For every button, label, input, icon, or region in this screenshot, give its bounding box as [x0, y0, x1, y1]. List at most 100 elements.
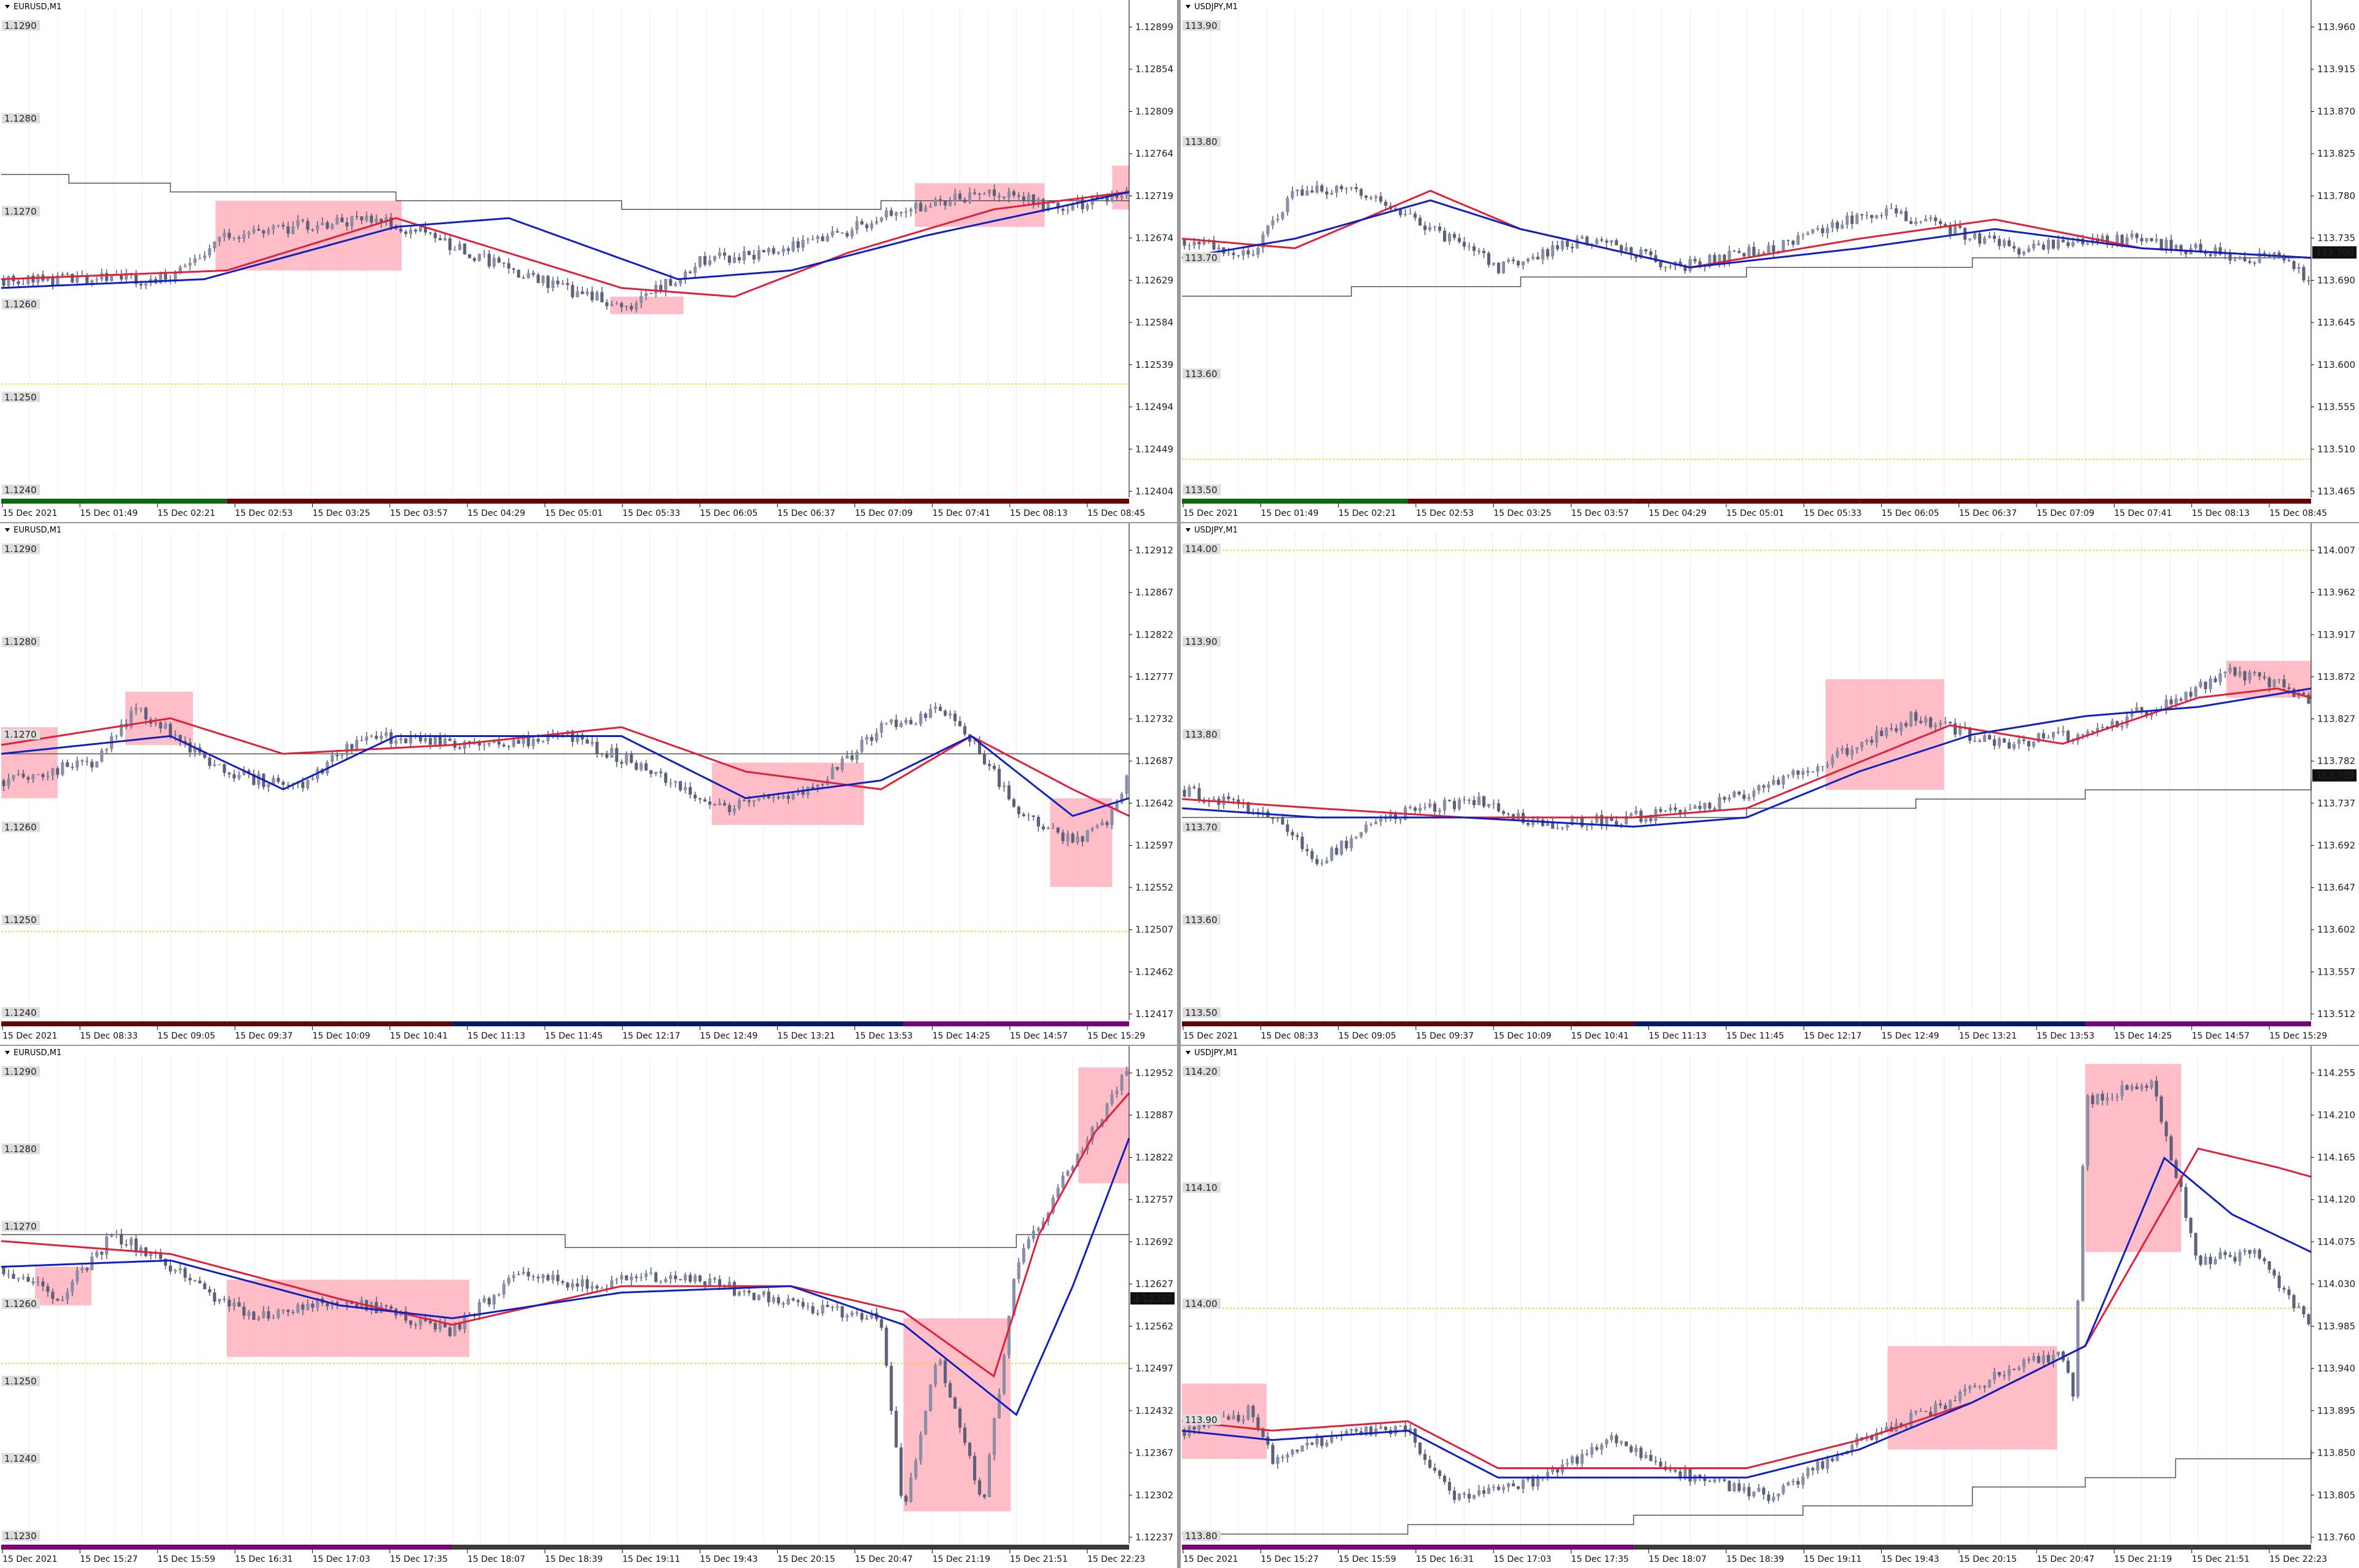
candle-body [679, 1279, 683, 1281]
right-tick-label: 113.735 [2317, 233, 2355, 244]
chart-panel-eurusd-1[interactable]: 1.12899 1.12854 1.12809 1.12764 1.12719 1.126… [0, 0, 1177, 522]
candle-body [1394, 208, 1398, 209]
candle-body [635, 762, 638, 770]
candle-body [2100, 235, 2104, 243]
time-tick-label: 15 Dec 2021 [2, 1031, 57, 1041]
candle-body [590, 741, 594, 744]
candle-body [188, 742, 192, 753]
candle-body [110, 1235, 114, 1237]
chart-panel-usdjpy-1[interactable]: 113.960 113.915 113.870 113.825 113.780 113.7… [1181, 0, 2359, 522]
candle-body [2297, 1306, 2301, 1308]
candle-body [1330, 192, 1334, 195]
time-tick-label: 15 Dec 2021 [2, 509, 57, 518]
candle-body [2258, 252, 2261, 263]
candle-body [380, 219, 383, 223]
candle-body [1110, 809, 1114, 825]
gridlines [1210, 9, 2283, 497]
time-tick-label: 15 Dec 11:45 [545, 1031, 603, 1041]
candle-body [1997, 238, 2001, 246]
candle-body [885, 210, 888, 218]
right-tick-label: 1.12822 [1135, 629, 1173, 640]
candle-body [477, 254, 481, 261]
candle-body [2086, 731, 2089, 736]
candle-body [1683, 1469, 1687, 1478]
candle-body [267, 229, 270, 234]
candle-body [1742, 252, 1746, 257]
candle-body [512, 268, 515, 270]
session-bar [2085, 499, 2311, 504]
time-tick-label: 15 Dec 18:39 [545, 1554, 603, 1564]
candle-body [2174, 245, 2178, 249]
right-tick-label: 1.12867 [1135, 587, 1173, 598]
collapse-triangle-icon [1186, 528, 1191, 532]
chart-panel-usdjpy-2[interactable]: 114.007 113.962 113.917 113.872 113.827 113.7… [1181, 523, 2359, 1045]
candle-body [2263, 676, 2266, 678]
candle-body [2, 1266, 6, 1274]
candle-body [571, 1283, 574, 1288]
candle-body [610, 1280, 614, 1289]
candle-body [1227, 252, 1230, 254]
candle-body [1610, 817, 1613, 821]
left-tick-label: 1.1240 [4, 1007, 37, 1018]
candle-body [1452, 1491, 1457, 1500]
candle-body [1742, 794, 1746, 799]
candle-body [2184, 1187, 2188, 1218]
candle-body [1081, 1150, 1084, 1155]
chart-panel-eurusd-3[interactable]: 1.12952 1.12887 1.12822 1.12757 1.12692 1.126… [0, 1046, 1177, 1568]
candle-body [267, 1311, 270, 1319]
candle-body [1536, 256, 1539, 260]
candle-body [1639, 1448, 1643, 1458]
candle-body [2115, 235, 2119, 245]
candle-body [163, 1258, 167, 1266]
candle-body [413, 230, 418, 232]
candle-body [2002, 738, 2006, 743]
candle-body [1027, 194, 1030, 201]
candle-body [31, 275, 35, 283]
chart-panel-eurusd-2[interactable]: 1.12912 1.12867 1.12822 1.12777 1.12732 1.126… [0, 523, 1177, 1045]
candle-body [217, 1298, 221, 1302]
candle-body [458, 1324, 461, 1330]
candle-body [1516, 1486, 1520, 1489]
candle-body [1949, 1400, 1952, 1410]
candle-body [41, 1281, 45, 1287]
candle-body [2095, 728, 2099, 732]
candle-body [76, 1270, 79, 1282]
left-tick-label: 1.1240 [4, 485, 37, 496]
candle-body [56, 1298, 60, 1301]
candle-body [95, 279, 99, 281]
candle-body [1472, 800, 1476, 805]
candle-body [1786, 240, 1790, 241]
candle-body [1836, 751, 1839, 757]
candle-body [213, 1292, 216, 1302]
candle-body [134, 708, 138, 711]
candle-body [2238, 1252, 2242, 1262]
candle-body [1271, 220, 1275, 226]
chart-panel-usdjpy-3[interactable]: 114.255 114.210 114.165 114.120 114.075 114.0… [1181, 1046, 2359, 1568]
candle-body [1850, 749, 1854, 755]
candle-body [894, 1411, 898, 1448]
candle-body [326, 1303, 329, 1306]
candle-body [2199, 1255, 2202, 1265]
left-tick-label: 1.1240 [4, 1453, 37, 1464]
candle-body [1983, 1386, 1987, 1387]
candle-body [1890, 728, 1893, 729]
candle-body [144, 708, 148, 720]
supply-demand-zone [2085, 1064, 2181, 1252]
candle-body [816, 1313, 820, 1314]
right-tick-label: 113.512 [2317, 1008, 2355, 1020]
candle-body [2287, 1289, 2291, 1295]
candle-body [536, 1277, 540, 1279]
candle-body [438, 736, 442, 745]
candle-body [1076, 199, 1079, 204]
left-tick-label: 113.90 [1185, 636, 1218, 647]
red-moving-average [1, 717, 1130, 817]
candle-body [640, 296, 643, 303]
candle-body [1757, 252, 1761, 256]
left-tick-label: 1.1280 [4, 1144, 37, 1155]
candle-body [281, 225, 285, 227]
candle-body [1791, 241, 1795, 245]
time-tick-label: 15 Dec 11:13 [1649, 1031, 1707, 1041]
candle-body [669, 279, 673, 286]
candle-body [654, 771, 658, 774]
left-tick-label: 1.1260 [4, 822, 37, 833]
